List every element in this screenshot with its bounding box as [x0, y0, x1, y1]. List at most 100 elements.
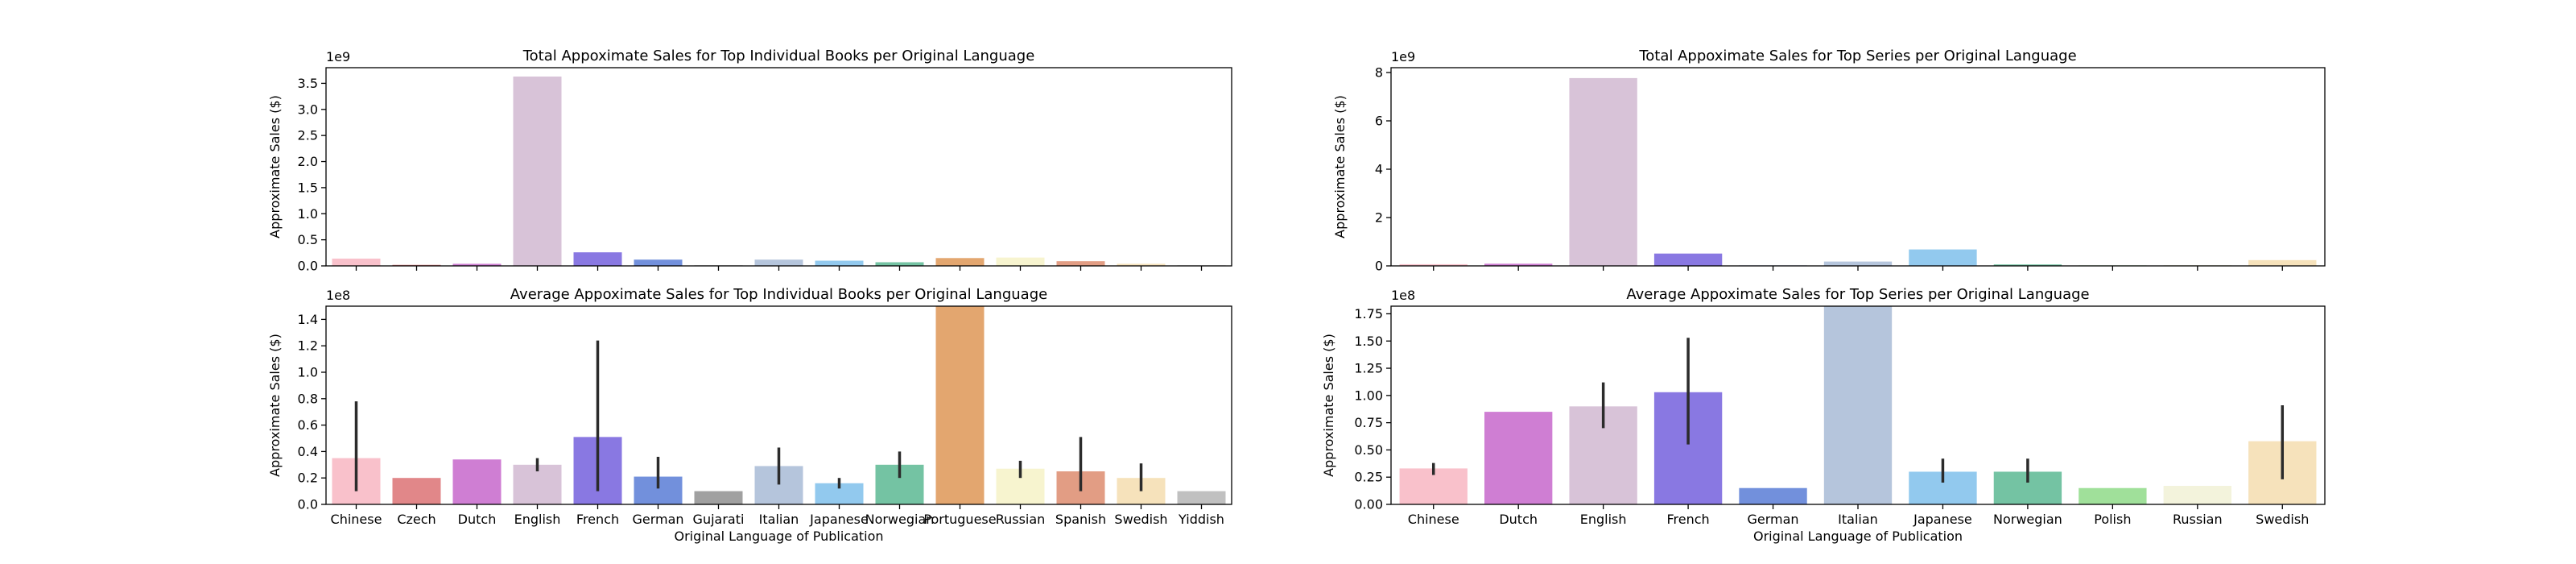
y-tick-label: 0.75 [1354, 415, 1383, 430]
y-offset-label: 1e9 [326, 49, 350, 64]
bar-english [513, 77, 562, 266]
bar-swedish [1117, 263, 1166, 266]
bar-french [1653, 253, 1723, 266]
y-tick-label: 1.25 [1354, 361, 1383, 376]
bar-czech [392, 478, 441, 504]
y-axis-label: Approximate Sales ($) [1321, 334, 1336, 477]
bar-french [573, 252, 622, 266]
x-tick-label: Portuguese [923, 512, 996, 527]
y-tick-label: 2 [1375, 210, 1383, 226]
chart-title: Average Appoximate Sales for Top Individ… [510, 286, 1047, 303]
y-tick-label: 1.2 [298, 338, 318, 354]
y-tick-label: 2.5 [298, 128, 318, 143]
chart-title: Average Appoximate Sales for Top Series … [1626, 286, 2089, 303]
y-tick-label: 0.25 [1354, 470, 1383, 485]
x-tick-label: Italian [1838, 512, 1878, 527]
x-tick-label: Dutch [458, 512, 497, 527]
y-axis-label: Approximate Sales ($) [267, 95, 283, 238]
bar-swedish [2248, 259, 2317, 266]
bar-dutch [452, 459, 502, 504]
x-tick-label: Swedish [2256, 512, 2309, 527]
bar-portuguese [935, 306, 985, 504]
y-tick-label: 0.0 [298, 259, 318, 274]
bar-german [1739, 487, 1807, 504]
axes-frame [325, 67, 1232, 267]
x-tick-label: Japanese [809, 512, 869, 527]
x-tick-label: Chinese [331, 512, 382, 527]
axes-frame [1390, 67, 2326, 267]
x-tick-label: Norwegian [1993, 512, 2062, 527]
y-tick-label: 0.8 [298, 391, 318, 406]
bar-italian [1823, 261, 1893, 266]
y-tick-label: 3.5 [298, 76, 318, 91]
chart-3: 0 2 4 6 8 1e9 Total Appoximate Sales for Top S… [1332, 48, 2326, 274]
x-tick-label: German [1748, 512, 1799, 527]
x-tick-label: Chinese [1408, 512, 1459, 527]
bar-russian [996, 257, 1045, 266]
bar-portuguese [935, 258, 985, 266]
y-tick-label: 0.50 [1354, 442, 1383, 458]
y-tick-label: 1.0 [298, 365, 318, 380]
bar-german [634, 259, 683, 266]
x-tick-label: French [1666, 512, 1709, 527]
bar-italian [754, 259, 803, 266]
x-tick-label: Russian [2173, 512, 2223, 527]
bar-polish [2079, 487, 2147, 504]
y-tick-label: 4 [1375, 162, 1383, 177]
y-tick-label: 1.0 [298, 206, 318, 222]
y-offset-label: 1e9 [1391, 49, 1415, 64]
y-tick-label: 1.00 [1354, 388, 1383, 403]
y-tick-label: 6 [1375, 114, 1383, 129]
y-tick-label: 1.4 [298, 312, 318, 327]
y-tick-label: 1.75 [1354, 306, 1383, 321]
x-tick-label: German [632, 512, 683, 527]
bar-chinese [332, 258, 381, 266]
y-axis-label: Approximate Sales ($) [1332, 95, 1348, 238]
bar-dutch [452, 263, 502, 266]
x-tick-label: English [514, 512, 561, 527]
y-tick-label: 0.0 [298, 497, 318, 512]
x-tick-label: Czech [397, 512, 436, 527]
y-tick-label: 0.5 [298, 232, 318, 247]
chart-1: 0.0 0.5 1.0 1.5 2.0 2.5 3.0 3.5 1e9 Total Appoxim… [267, 48, 1232, 274]
y-offset-label: 1e8 [1391, 288, 1415, 303]
bar-japanese [1909, 249, 1977, 266]
x-tick-label: Polish [2094, 512, 2131, 527]
y-offset-label: 1e8 [326, 288, 350, 303]
x-tick-label: Yiddish [1178, 512, 1224, 527]
bar-dutch [1484, 263, 1553, 266]
bar-japanese [815, 260, 864, 266]
x-tick-label: Spanish [1055, 512, 1106, 527]
bar-yiddish [1177, 491, 1226, 504]
chart-title: Total Appoximate Sales for Top Individua… [522, 48, 1035, 64]
bar-italian [1823, 306, 1893, 504]
x-tick-label: Gujarati [693, 512, 745, 527]
bar-english [1569, 77, 1637, 267]
x-tick-label: Dutch [1499, 512, 1538, 527]
y-tick-label: 0.00 [1354, 497, 1383, 512]
y-tick-label: 0.4 [298, 444, 318, 459]
y-tick-label: 2.0 [298, 154, 318, 169]
x-tick-label: Italian [759, 512, 799, 527]
chart-title: Total Appoximate Sales for Top Series pe… [1638, 48, 2076, 64]
chart-2: 0.0 0.2 0.4 0.6 0.8 1.0 1.2 1.4 1e8 Average Appox… [267, 286, 1232, 544]
x-tick-label: French [576, 512, 619, 527]
y-tick-label: 1.50 [1354, 334, 1383, 349]
y-axis-label: Approximate Sales ($) [267, 334, 283, 477]
y-tick-label: 8 [1375, 65, 1383, 81]
x-tick-label: Japanese [1913, 512, 1972, 527]
y-tick-label: 0 [1375, 259, 1383, 274]
x-axis-label: Original Language of Publication [674, 529, 883, 544]
bar-chinese [1399, 263, 1468, 266]
chart-4: 0.00 0.25 0.50 0.75 1.00 1.25 1.50 1.75 1e8 Avera… [1321, 286, 2326, 544]
bar-gujarati [694, 491, 743, 504]
bar-norwegian [875, 262, 924, 266]
x-tick-label: Norwegian [865, 512, 935, 527]
x-tick-label: English [1580, 512, 1627, 527]
bar-norwegian [1993, 264, 2062, 266]
y-tick-label: 0.6 [298, 417, 318, 433]
x-tick-label: Swedish [1114, 512, 1167, 527]
bar-dutch [1484, 412, 1553, 504]
bar-spanish [1056, 261, 1105, 266]
